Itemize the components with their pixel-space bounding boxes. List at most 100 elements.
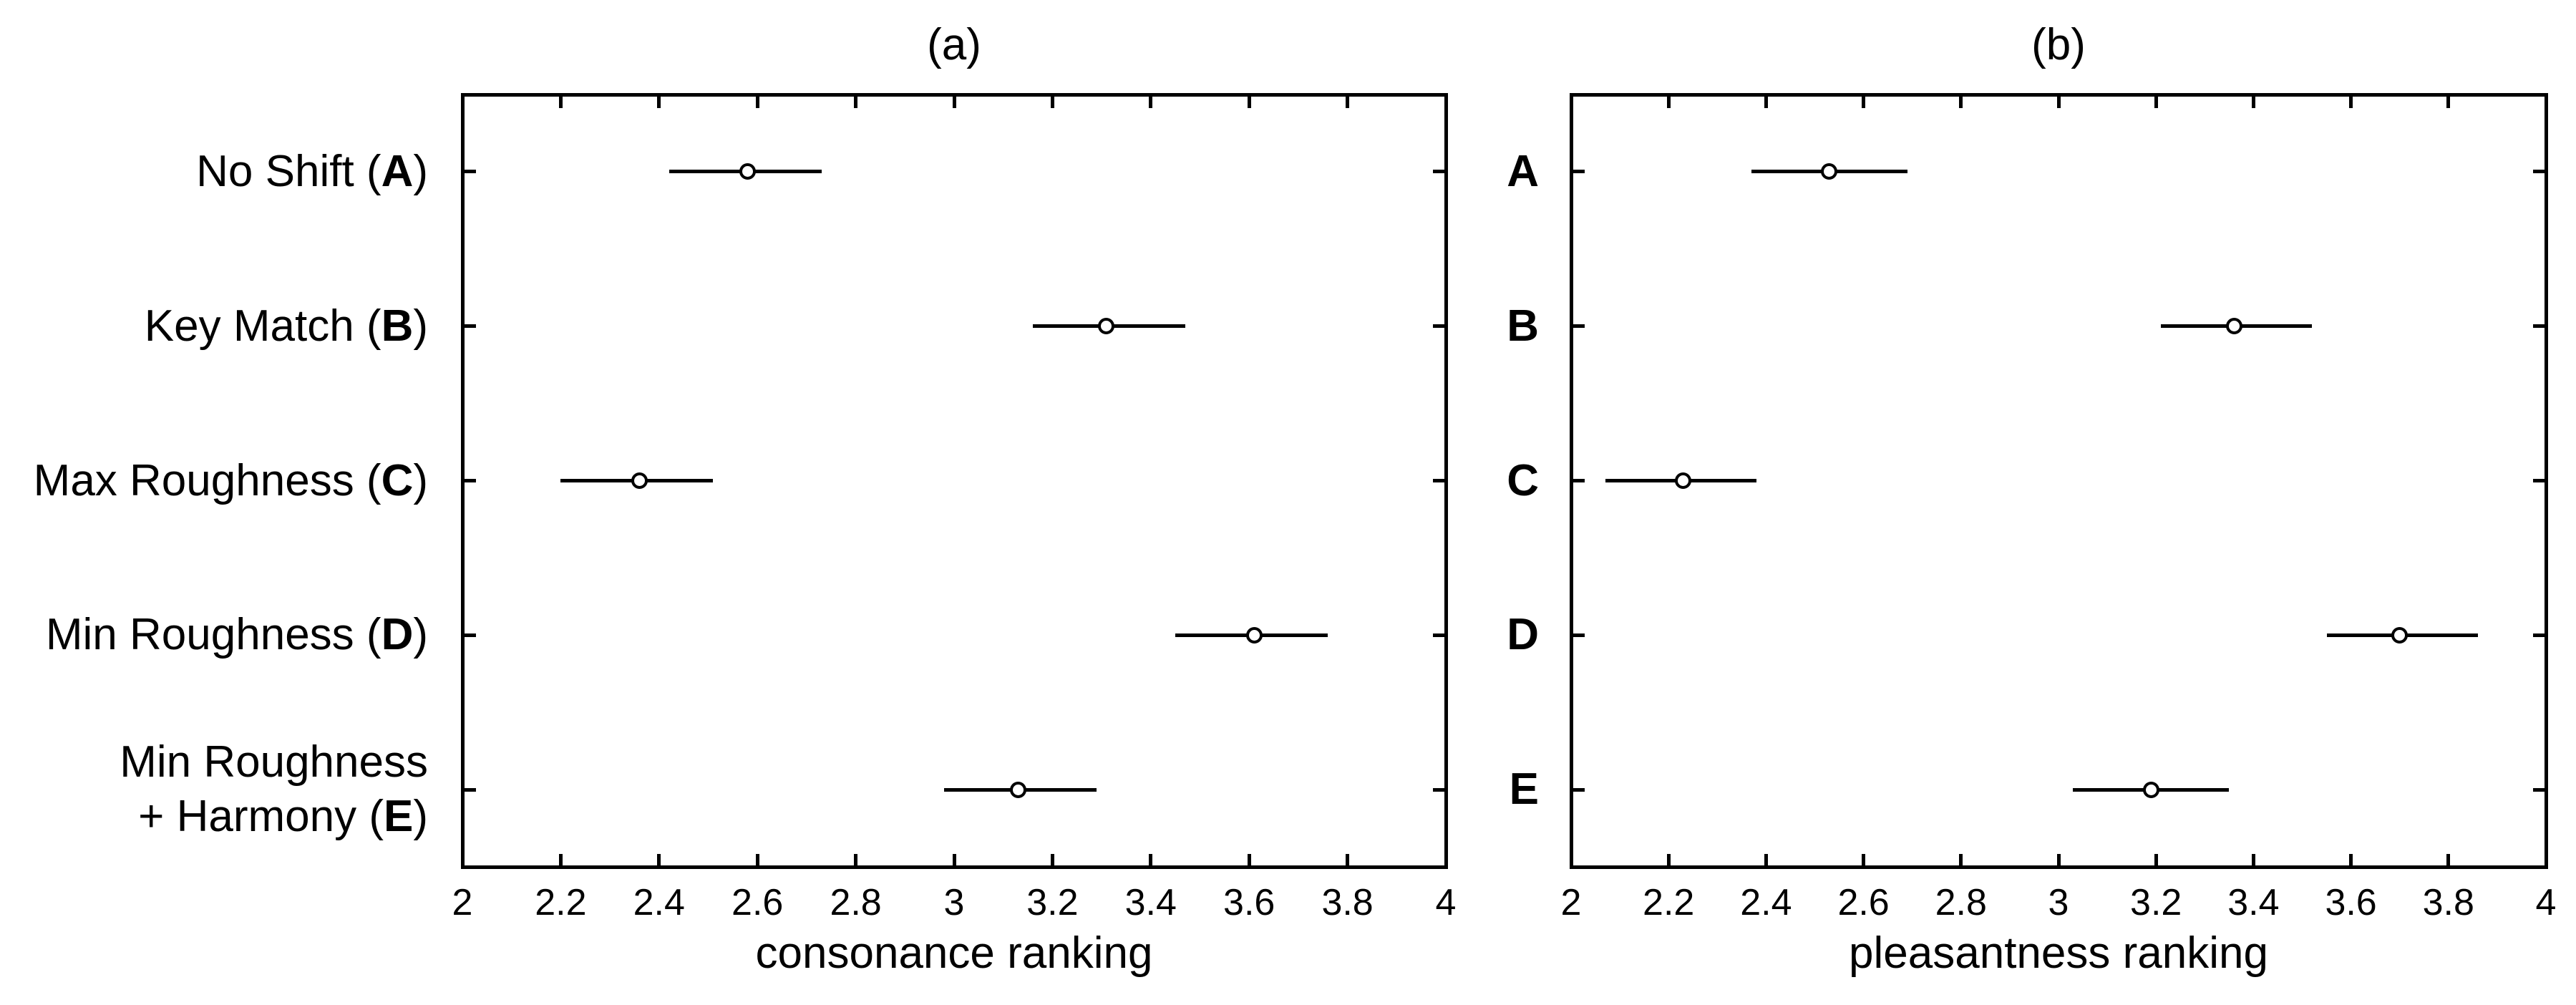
category-name-text: ) [413, 455, 428, 505]
y-tick-left [1573, 787, 1585, 792]
y-tick-left [1573, 479, 1585, 482]
x-tick-label: 3 [943, 882, 965, 923]
y-category-label: Max Roughness (C) [0, 454, 428, 508]
x-tick-label: 2.2 [1643, 882, 1695, 923]
category-name-text: Min Roughness ( [45, 610, 381, 660]
y-tick-left [464, 633, 476, 637]
x-tick-label: 3.4 [2227, 882, 2280, 923]
mean-marker [1675, 472, 1692, 489]
x-tick-label: 3.2 [1026, 882, 1079, 923]
y-category-label: No Shift (A) [0, 145, 428, 199]
x-tick-top [1569, 96, 1573, 108]
x-tick-bottom [854, 853, 858, 865]
x-tick-label: 2.8 [1935, 882, 1987, 923]
x-tick-bottom [657, 853, 661, 865]
y-tick-right [1432, 787, 1444, 792]
x-tick-bottom [755, 853, 759, 865]
mean-marker [1098, 318, 1115, 335]
category-name-text: + Harmony ( [138, 792, 384, 842]
y-category-label-line: Max Roughness (C) [0, 454, 428, 508]
y-category-letter: A [1507, 146, 1539, 196]
x-tick-bottom [1346, 853, 1350, 865]
plot-border [460, 92, 1448, 869]
y-tick-right [1432, 170, 1444, 174]
x-tick-bottom [1959, 853, 1963, 865]
y-tick-left [1573, 633, 1585, 637]
x-tick-label: 3.4 [1124, 882, 1177, 923]
x-tick-label: 2.4 [633, 882, 685, 923]
x-tick-top [1247, 96, 1251, 108]
mean-marker [2142, 781, 2159, 798]
panel-a-title: (a) [927, 20, 981, 69]
category-letter-bold: B [381, 301, 414, 351]
y-category-label-line: No Shift (A) [0, 145, 428, 199]
x-tick-bottom [1666, 853, 1671, 865]
x-tick-top [1149, 96, 1153, 108]
x-tick-bottom [1444, 853, 1448, 865]
x-tick-top [1346, 96, 1350, 108]
category-name-text: Max Roughness ( [33, 455, 381, 505]
y-tick-left [1573, 324, 1585, 329]
x-tick-top [2349, 96, 2353, 108]
x-tick-label: 2.6 [732, 882, 784, 923]
x-tick-bottom [460, 853, 465, 865]
x-tick-top [558, 96, 563, 108]
plot-border [1569, 92, 2548, 869]
x-tick-bottom [1862, 853, 1866, 865]
x-tick-top [854, 96, 858, 108]
y-tick-left [464, 170, 476, 174]
category-name-text: ) [413, 792, 428, 842]
x-tick-label: 3.6 [2325, 882, 2377, 923]
x-tick-top [2446, 96, 2451, 108]
mean-marker [2391, 626, 2409, 644]
x-tick-label: 2 [452, 882, 473, 923]
x-tick-label: 2.8 [830, 882, 882, 923]
category-name-text: ) [413, 301, 428, 351]
x-tick-bottom [2349, 853, 2353, 865]
y-tick-left [1573, 170, 1585, 174]
category-letter-bold: D [381, 610, 414, 660]
y-category-label-line: + Harmony (E) [0, 790, 428, 844]
y-tick-right [1432, 633, 1444, 637]
mean-marker [2225, 318, 2242, 335]
category-name-text: No Shift ( [196, 146, 381, 196]
x-tick-bottom [2544, 853, 2548, 865]
x-tick-label: 2.6 [1837, 882, 1890, 923]
x-tick-label: 4 [1435, 882, 1457, 923]
y-tick-right [2532, 633, 2545, 637]
x-tick-bottom [1764, 853, 1768, 865]
mean-marker [631, 472, 648, 489]
category-letter-bold: C [381, 455, 414, 505]
mean-marker [1009, 781, 1026, 798]
x-tick-bottom [2056, 853, 2061, 865]
y-tick-left [464, 479, 476, 482]
y-category-label: Min Roughness + Harmony (E) [0, 735, 428, 844]
panel-a-x-axis-label: consonance ranking [755, 928, 1153, 978]
x-tick-label: 3.8 [2422, 882, 2474, 923]
y-tick-right [2532, 479, 2545, 482]
x-tick-top [2251, 96, 2255, 108]
y-category-label: Min Roughness (D) [0, 608, 428, 662]
y-category-label-line: Min Roughness [120, 737, 428, 787]
x-tick-top [755, 96, 759, 108]
x-tick-label: 3.2 [2130, 882, 2182, 923]
x-tick-top [1862, 96, 1866, 108]
x-tick-label: 3 [2048, 882, 2069, 923]
x-tick-top [657, 96, 661, 108]
x-tick-bottom [2154, 853, 2158, 865]
x-tick-label: 2 [1560, 882, 1582, 923]
x-tick-top [1764, 96, 1768, 108]
category-name-text: ) [413, 610, 428, 660]
x-tick-label: 2.2 [535, 882, 587, 923]
y-tick-right [2532, 170, 2545, 174]
y-category-label-line: Min Roughness (D) [0, 608, 428, 662]
x-tick-bottom [1050, 853, 1054, 865]
mean-marker [739, 163, 756, 180]
y-category-letter: C [1507, 455, 1539, 505]
y-tick-right [1432, 479, 1444, 482]
y-category-letter: B [1507, 301, 1539, 351]
x-tick-label: 3.6 [1223, 882, 1275, 923]
x-tick-label: 2.4 [1740, 882, 1792, 923]
x-tick-top [1444, 96, 1448, 108]
